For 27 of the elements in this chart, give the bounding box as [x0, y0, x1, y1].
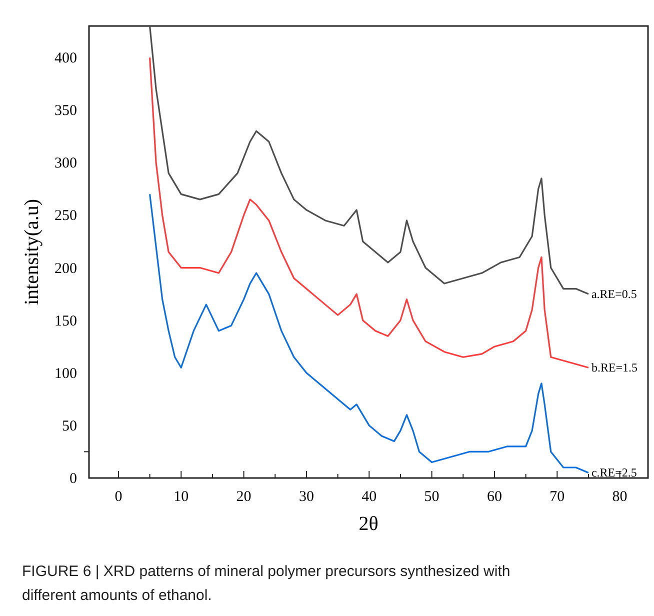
y-tick-label: 200: [54, 260, 77, 277]
series-label: c.RE=2.5: [591, 466, 637, 480]
x-tick-label: 0: [114, 489, 122, 505]
y-tick-label: 0: [70, 471, 77, 487]
y-tick-label: 400: [54, 50, 77, 67]
y-tick-label: 350: [54, 103, 77, 120]
line-series: [148, 25, 590, 295]
x-tick-label: 10: [174, 489, 189, 505]
x-tick-label: 70: [550, 489, 565, 505]
series-label: b.RE=1.5: [591, 360, 638, 375]
x-tick-label: 30: [298, 489, 314, 505]
line-series: [148, 193, 590, 474]
y-tick-label: 50: [62, 418, 77, 434]
y-tick-label: 250: [54, 208, 77, 224]
y-tick-label: 150: [54, 313, 77, 330]
y-tick-label: 100: [54, 366, 77, 382]
series-label: a.RE=0.5: [591, 287, 637, 302]
y-axis-title: intensity(a.u): [21, 198, 43, 306]
line-series: [148, 56, 590, 368]
x-tick-label: 80: [612, 489, 628, 505]
x-axis-title: 2θ: [358, 513, 378, 535]
x-tick-label: 50: [424, 489, 440, 505]
y-tick-label: 300: [54, 156, 77, 172]
x-tick-label: 60: [486, 489, 502, 505]
x-tick-label: 40: [362, 489, 377, 505]
caption: FIGURE 6 | XRD patterns of mineral polymer precursors synthesized with different amounts of ethanol.: [22, 562, 512, 606]
x-tick-label: 20: [236, 489, 252, 505]
